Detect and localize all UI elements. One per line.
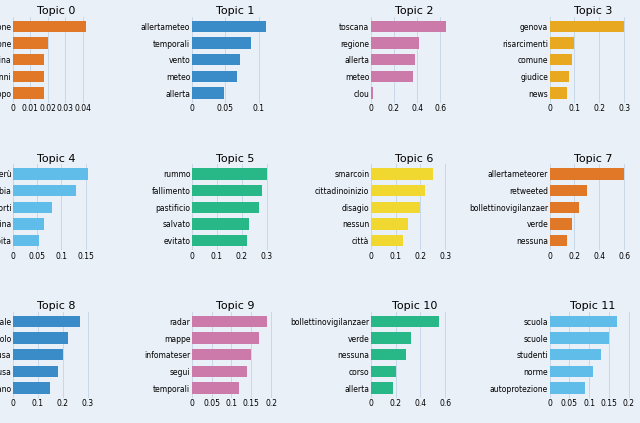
Bar <box>13 21 86 32</box>
Bar <box>550 54 572 66</box>
Title: Topic 5: Topic 5 <box>216 154 255 164</box>
Bar <box>371 54 415 66</box>
Title: Topic 7: Topic 7 <box>574 154 612 164</box>
Title: Topic 10: Topic 10 <box>392 301 437 311</box>
Bar <box>13 349 63 360</box>
Bar <box>192 88 224 99</box>
Title: Topic 9: Topic 9 <box>216 301 255 311</box>
Bar <box>371 38 419 49</box>
Bar <box>192 218 249 230</box>
Title: Topic 2: Topic 2 <box>395 6 433 16</box>
Bar <box>192 316 267 327</box>
Bar <box>550 168 625 180</box>
Bar <box>550 382 585 394</box>
Title: Topic 1: Topic 1 <box>216 6 255 16</box>
Bar <box>550 349 601 360</box>
Bar <box>371 382 393 394</box>
Bar <box>13 366 58 377</box>
Bar <box>13 71 44 82</box>
Title: Topic 8: Topic 8 <box>37 301 76 311</box>
Bar <box>371 88 373 99</box>
Bar <box>371 235 403 246</box>
Bar <box>371 185 426 196</box>
Bar <box>550 316 617 327</box>
Title: Topic 6: Topic 6 <box>395 154 433 164</box>
Bar <box>13 88 44 99</box>
Bar <box>550 185 587 196</box>
Bar <box>371 21 446 32</box>
Bar <box>550 21 625 32</box>
Bar <box>550 366 593 377</box>
Bar <box>192 366 247 377</box>
Bar <box>13 218 44 230</box>
Title: Topic 11: Topic 11 <box>570 301 616 311</box>
Bar <box>13 382 50 394</box>
Bar <box>550 218 572 230</box>
Bar <box>371 349 406 360</box>
Bar <box>371 71 413 82</box>
Bar <box>371 332 410 344</box>
Bar <box>192 168 266 180</box>
Bar <box>192 349 252 360</box>
Bar <box>192 202 259 213</box>
Bar <box>192 71 237 82</box>
Bar <box>13 202 52 213</box>
Bar <box>550 88 567 99</box>
Bar <box>13 185 76 196</box>
Bar <box>550 202 579 213</box>
Bar <box>13 316 80 327</box>
Bar <box>550 71 570 82</box>
Bar <box>13 235 40 246</box>
Bar <box>371 168 433 180</box>
Title: Topic 4: Topic 4 <box>37 154 76 164</box>
Bar <box>371 218 408 230</box>
Title: Topic 0: Topic 0 <box>37 6 76 16</box>
Bar <box>371 202 420 213</box>
Bar <box>371 366 396 377</box>
Bar <box>13 332 68 344</box>
Bar <box>550 235 567 246</box>
Bar <box>192 185 262 196</box>
Bar <box>192 235 246 246</box>
Bar <box>192 21 266 32</box>
Bar <box>13 168 88 180</box>
Bar <box>550 38 575 49</box>
Title: Topic 3: Topic 3 <box>574 6 612 16</box>
Bar <box>13 54 44 66</box>
Bar <box>13 38 48 49</box>
Bar <box>371 316 439 327</box>
Bar <box>192 54 240 66</box>
Bar <box>192 382 239 394</box>
Bar <box>192 332 259 344</box>
Bar <box>550 332 609 344</box>
Bar <box>192 38 251 49</box>
